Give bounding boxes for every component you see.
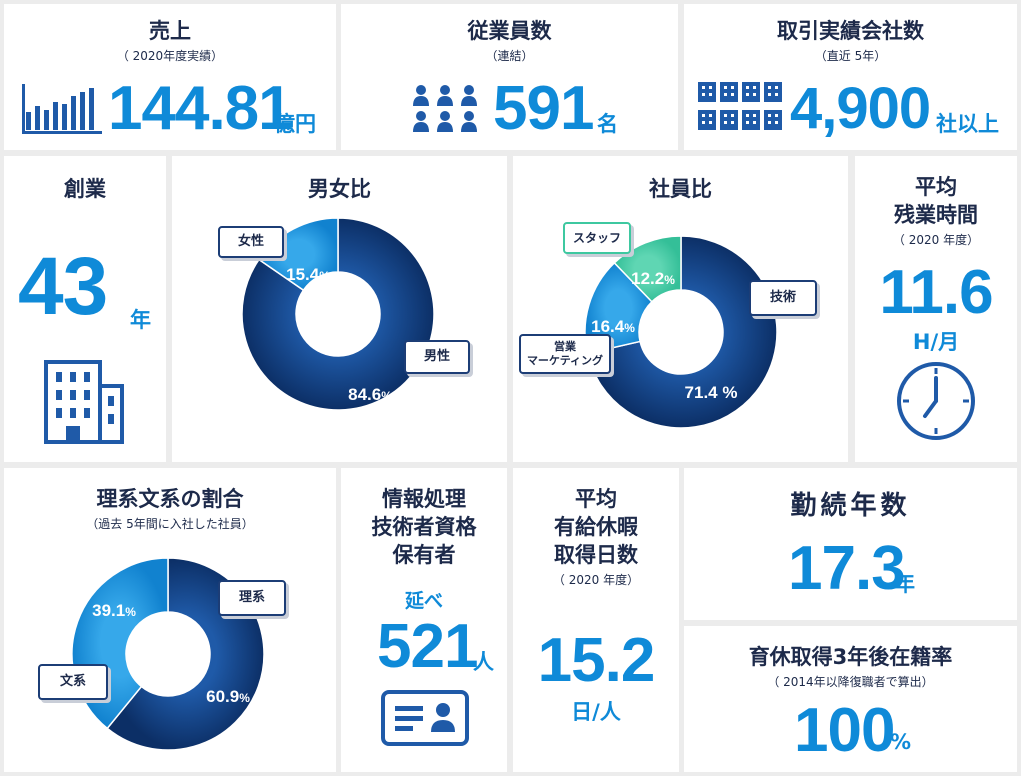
people-icon bbox=[413, 85, 477, 132]
science-pct-label: 60.9% bbox=[206, 687, 250, 706]
employees-subtitle: （連結） bbox=[485, 49, 534, 63]
leave-title-2: 有給休暇 bbox=[554, 515, 638, 539]
female-tag: 女性 bbox=[218, 226, 284, 258]
sales-title: 売上 bbox=[149, 19, 191, 43]
male-tag: 男性 bbox=[404, 340, 470, 374]
certs-card: 情報処理 技術者資格 保有者 延べ 521 人 bbox=[341, 468, 507, 772]
clients-card: 取引実績会社数 （直近 5年） 4,900 社以上 bbox=[684, 4, 1017, 150]
leave-card: 平均 有給休暇 取得日数 （ 2020 年度） 15.2 日/人 bbox=[513, 468, 679, 772]
founded-unit: 年 bbox=[130, 308, 151, 332]
certs-value: 521 bbox=[377, 612, 478, 681]
sales-tag-line2: マーケティング bbox=[526, 354, 604, 367]
employees-value: 591 bbox=[493, 74, 594, 143]
sales-tag-line1: 営業 bbox=[554, 340, 576, 353]
id-card-icon bbox=[381, 690, 469, 746]
gender-donut: 15.4% 84.6% bbox=[241, 217, 435, 411]
sales-subtitle: （ 2020年度実績） bbox=[116, 49, 224, 63]
employees-title: 従業員数 bbox=[467, 19, 552, 43]
staff-pct-label: 12.2% bbox=[631, 269, 675, 288]
tenure-unit: 年 bbox=[894, 572, 915, 596]
certs-title-1: 情報処理 bbox=[382, 487, 466, 511]
overtime-subtitle: （ 2020 年度） bbox=[892, 233, 980, 247]
employees-card: 従業員数 （連結） 591 名 bbox=[341, 4, 678, 150]
employees-unit: 名 bbox=[597, 112, 618, 136]
leave-subtitle: （ 2020 年度） bbox=[552, 573, 640, 587]
clients-subtitle: （直近 5年） bbox=[814, 49, 887, 63]
tech-tag: 技術 bbox=[749, 280, 817, 316]
buildings-icon bbox=[698, 82, 782, 130]
office-building-icon bbox=[44, 360, 124, 444]
science-tag: 理系 bbox=[218, 580, 286, 616]
parental-card: 育休取得3年後在籍率 （ 2014年以降復職者で算出） 100 % bbox=[684, 626, 1017, 772]
male-pct-label: 84.6% bbox=[348, 385, 392, 404]
sales-unit: 億円 bbox=[274, 112, 316, 136]
female-pct-label: 15.4% bbox=[286, 265, 330, 284]
science-title: 理系文系の割合 bbox=[96, 487, 244, 511]
science-card: 理系文系の割合 （過去 5年間に入社した社員） 39.1% 60.9% 理系 文… bbox=[4, 468, 336, 772]
leave-unit: 日/人 bbox=[571, 700, 621, 724]
parental-subtitle: （ 2014年以降復職者で算出） bbox=[767, 675, 934, 689]
founded-title: 創業 bbox=[64, 177, 106, 201]
male-slice bbox=[241, 217, 435, 411]
tenure-card: 勤続年数 17.3 年 bbox=[684, 468, 1017, 620]
leave-title-3: 取得日数 bbox=[554, 543, 638, 567]
certs-title-3: 保有者 bbox=[392, 543, 456, 567]
tenure-title: 勤続年数 bbox=[790, 491, 911, 521]
overtime-value: 11.6 bbox=[879, 258, 993, 327]
sales-value: 144.81 bbox=[108, 74, 293, 143]
clients-title: 取引実績会社数 bbox=[777, 19, 924, 43]
clients-unit: 社以上 bbox=[936, 112, 999, 136]
staff-ratio-card: 社員比 12.2% 16.4% 71.4 % スタッフ 技術 営業 マーケティン… bbox=[513, 156, 848, 462]
certs-unit: 人 bbox=[473, 650, 494, 674]
overtime-unit: H/月 bbox=[912, 330, 960, 354]
staff-slices bbox=[584, 235, 778, 429]
certs-prefix: 延べ bbox=[404, 590, 443, 612]
sales-card: 売上 （ 2020年度実績） 144.81 億円 bbox=[4, 4, 336, 150]
sales-tag: 営業 マーケティング bbox=[519, 334, 611, 374]
tech-pct-label: 71.4 % bbox=[685, 383, 738, 402]
certs-title-2: 技術者資格 bbox=[371, 515, 477, 539]
staff-tag: スタッフ bbox=[563, 222, 631, 254]
parental-value: 100 bbox=[794, 696, 895, 765]
overtime-card: 平均 残業時間 （ 2020 年度） 11.6 H/月 bbox=[855, 156, 1017, 462]
founded-card: 創業 43 年 bbox=[4, 156, 166, 462]
gender-card: 男女比 15.4% 84.6% 女性 男性 bbox=[172, 156, 507, 462]
parental-title: 育休取得3年後在籍率 bbox=[748, 645, 953, 669]
clients-value: 4,900 bbox=[790, 76, 931, 141]
clock-icon bbox=[897, 362, 975, 440]
science-subtitle: （過去 5年間に入社した社員） bbox=[86, 517, 254, 531]
tenure-value: 17.3 bbox=[788, 534, 906, 603]
bar-chart-icon bbox=[22, 84, 102, 134]
leave-value: 15.2 bbox=[537, 626, 656, 695]
sales-pct-label: 16.4% bbox=[591, 317, 635, 336]
overtime-title-1: 平均 bbox=[915, 175, 957, 199]
arts-tag: 文系 bbox=[38, 664, 108, 700]
staff-ratio-donut: 12.2% 16.4% 71.4 % bbox=[584, 235, 778, 429]
leave-title-1: 平均 bbox=[575, 487, 617, 511]
staff-ratio-title: 社員比 bbox=[649, 177, 712, 201]
overtime-title-2: 残業時間 bbox=[894, 203, 978, 227]
gender-title: 男女比 bbox=[308, 177, 371, 201]
founded-value: 43 bbox=[18, 241, 108, 332]
parental-unit: % bbox=[890, 730, 912, 754]
arts-pct-label: 39.1% bbox=[92, 601, 136, 620]
gender-slices bbox=[241, 217, 435, 411]
